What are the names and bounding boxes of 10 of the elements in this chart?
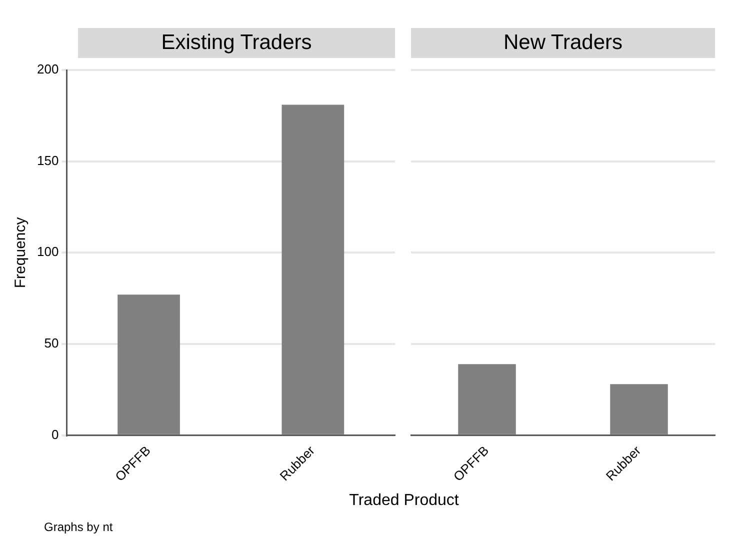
y-tick-label: 50 (44, 336, 59, 351)
text: Graphs by nt (44, 520, 114, 534)
y-axis-title: Frequency (12, 216, 30, 288)
chart-title: Existing Traders (78, 28, 395, 58)
y-tick-label: 100 (36, 244, 59, 260)
x-axis-title: Traded Product (348, 492, 460, 510)
y-tick-label: 0 (51, 426, 59, 442)
chart-title: New Traders (411, 28, 715, 58)
y-tick-label: 150 (36, 152, 59, 168)
y-tick-label: 200 (36, 62, 59, 77)
